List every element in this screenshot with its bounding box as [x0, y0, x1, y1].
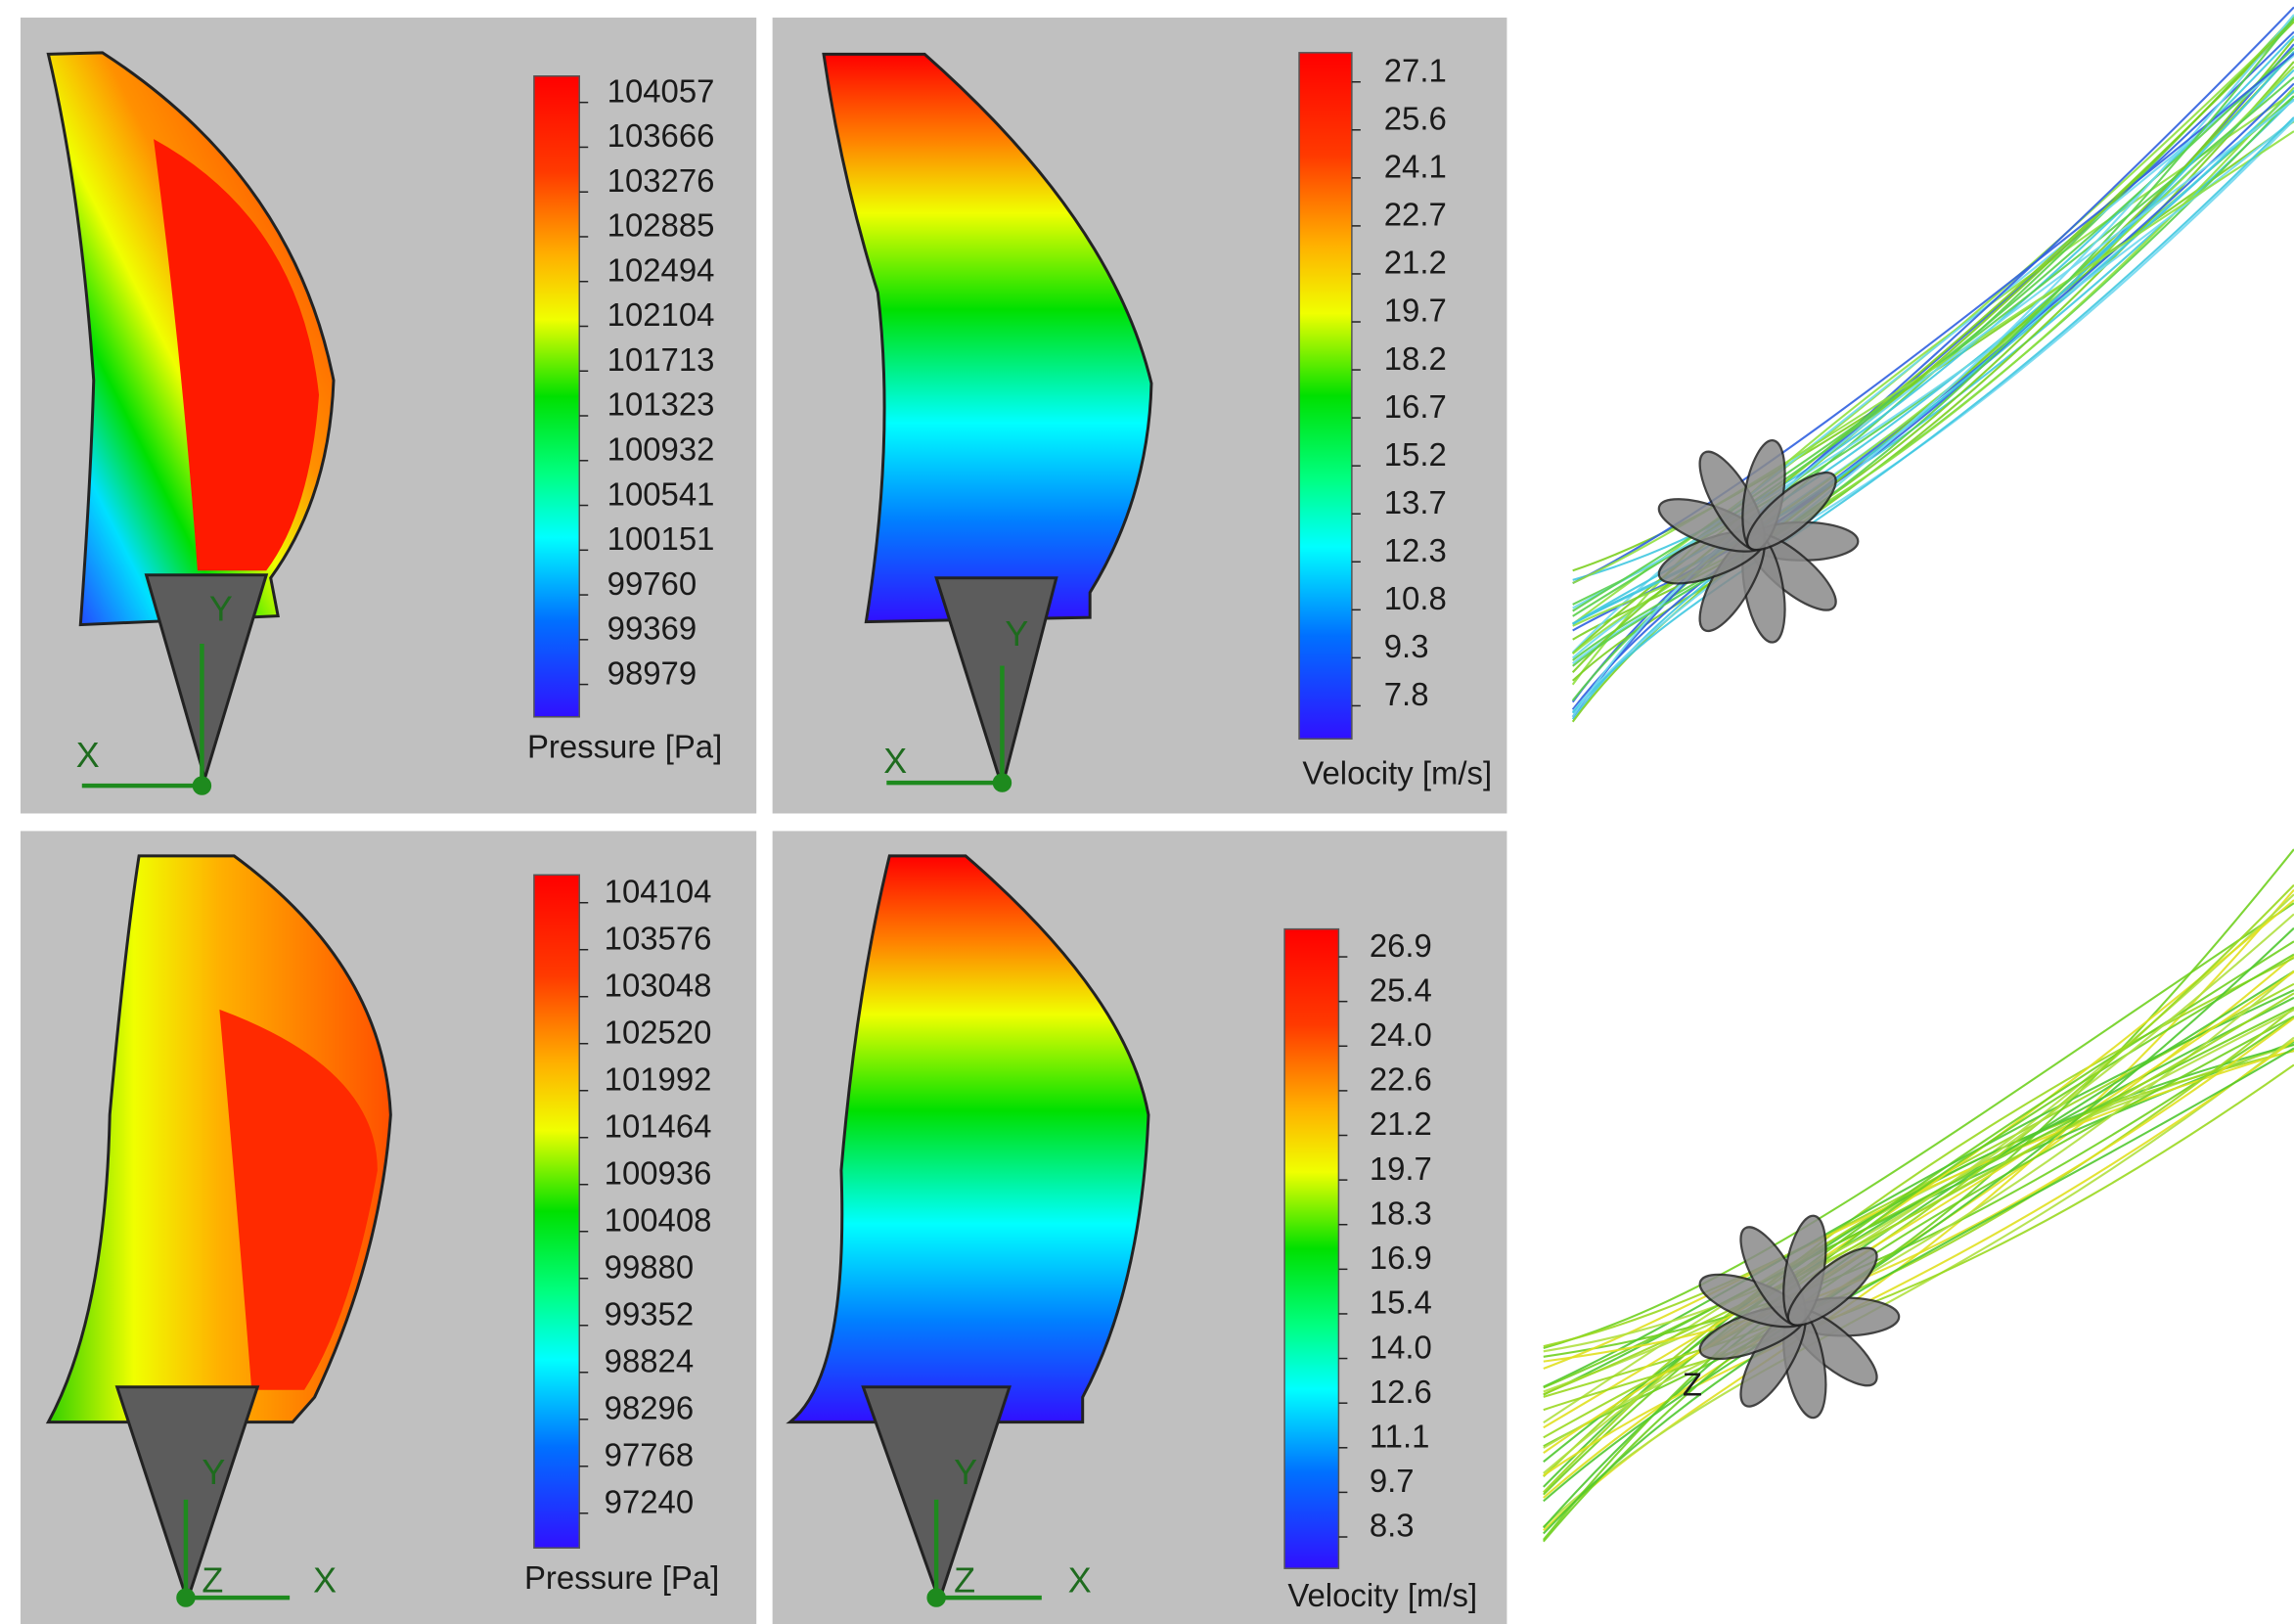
- colorbar-label: 12.6: [1370, 1374, 1432, 1410]
- colorbar-label: 98824: [605, 1342, 694, 1378]
- streamline: [1544, 984, 2294, 1346]
- colorbar-label: 13.7: [1384, 484, 1447, 520]
- colorbar-label: 104104: [605, 873, 712, 909]
- colorbar: [534, 875, 579, 1548]
- colorbar-label: 99760: [607, 565, 697, 602]
- colorbar-label: 25.6: [1384, 101, 1447, 137]
- colorbar-label: 11.1: [1370, 1419, 1430, 1455]
- colorbar-label: 22.7: [1384, 197, 1447, 233]
- axis-label: Y: [1005, 614, 1028, 654]
- axis-label: X: [76, 736, 100, 775]
- streamline: [1544, 971, 2294, 1528]
- axis-origin: [995, 776, 1010, 790]
- axis-label: Z: [954, 1561, 975, 1601]
- axis-label: Y: [202, 1453, 225, 1492]
- axis-label: X: [1068, 1561, 1092, 1601]
- streamline: [1573, 21, 2294, 624]
- axis-origin: [178, 1591, 193, 1605]
- colorbar-label: 101323: [607, 386, 715, 423]
- colorbar: [534, 76, 579, 717]
- colorbar-title: Pressure [Pa]: [524, 1559, 719, 1596]
- colorbar-label: 27.1: [1384, 52, 1447, 88]
- colorbar-label: 100151: [607, 520, 715, 557]
- streamline: [1573, 52, 2294, 624]
- colorbar-label: 103276: [607, 162, 715, 199]
- colorbar-label: 98979: [607, 654, 697, 691]
- colorbar-label: 24.0: [1370, 1016, 1432, 1053]
- colorbar-label: 100932: [607, 430, 715, 467]
- colorbar-label: 19.7: [1370, 1150, 1432, 1187]
- colorbar-label: 102104: [607, 296, 715, 333]
- colorbar: [1299, 53, 1352, 739]
- colorbar-label: 24.1: [1384, 149, 1447, 185]
- colorbar-label: 98296: [605, 1389, 694, 1425]
- colorbar-label: 25.4: [1370, 971, 1432, 1008]
- colorbar-label: 14.0: [1370, 1329, 1432, 1365]
- colorbar-label: 104057: [607, 72, 715, 109]
- colorbar-label: 18.2: [1384, 340, 1447, 377]
- colorbar-label: 100541: [607, 475, 715, 512]
- streamline: [1544, 903, 2294, 1348]
- colorbar-label: 12.3: [1384, 532, 1447, 568]
- colorbar-label: 21.2: [1384, 245, 1447, 281]
- colorbar-label: 99880: [605, 1248, 694, 1285]
- colorbar-label: 10.8: [1384, 580, 1447, 616]
- colorbar-label: 99369: [607, 610, 697, 647]
- axis-origin: [195, 779, 209, 793]
- colorbar-label: 100408: [605, 1201, 712, 1238]
- streamline: [1544, 894, 2294, 1391]
- colorbar-label: 15.4: [1370, 1285, 1432, 1321]
- colorbar-label: 101713: [607, 341, 715, 378]
- colorbar-label: 16.9: [1370, 1240, 1432, 1276]
- colorbar-title: Velocity [m/s]: [1302, 754, 1492, 790]
- colorbar-label: 102885: [607, 207, 715, 244]
- colorbar-label: 9.3: [1384, 628, 1429, 664]
- colorbar-label: 8.3: [1370, 1508, 1415, 1544]
- axis-label: Z: [1683, 1366, 1702, 1402]
- axis-label: X: [883, 742, 907, 781]
- figure: 104057 103666 103276 102885 102494 102104 1017…: [0, 0, 2294, 1624]
- colorbar-label: 99352: [605, 1295, 694, 1331]
- colorbar-label: 103048: [605, 967, 712, 1003]
- colorbar-label: 102494: [607, 251, 715, 288]
- colorbar-label: 101464: [605, 1107, 712, 1144]
- colorbar-label: 100936: [605, 1154, 712, 1191]
- colorbar-title: Pressure [Pa]: [527, 728, 722, 764]
- colorbar: [1284, 929, 1338, 1569]
- axis-label: Y: [954, 1453, 977, 1492]
- colorbar-title: Velocity [m/s]: [1287, 1577, 1477, 1613]
- axis-label: Z: [202, 1561, 223, 1601]
- colorbar-label: 16.7: [1384, 388, 1447, 425]
- colorbar-label: 103576: [605, 920, 712, 956]
- colorbar-label: 21.2: [1370, 1105, 1432, 1142]
- colorbar-label: 15.2: [1384, 436, 1447, 473]
- streamline: [1544, 885, 2294, 1438]
- axis-label: Y: [209, 590, 233, 629]
- colorbar-label: 18.3: [1370, 1195, 1432, 1231]
- colorbar-label: 22.6: [1370, 1061, 1432, 1098]
- colorbar-label: 97240: [605, 1484, 694, 1520]
- colorbar-label: 101992: [605, 1060, 712, 1097]
- colorbar-label: 26.9: [1370, 927, 1432, 964]
- colorbar-label: 102520: [605, 1014, 712, 1050]
- streamline: [1573, 52, 2294, 721]
- axis-label: X: [313, 1561, 337, 1601]
- streamline: [1573, 17, 2294, 701]
- colorbar-label: 7.8: [1384, 676, 1429, 712]
- axis-origin: [929, 1591, 944, 1605]
- streamline: [1544, 1045, 2294, 1487]
- streamline: [1544, 849, 2294, 1446]
- colorbar-label: 97768: [605, 1437, 694, 1473]
- streamline: [1573, 83, 2294, 709]
- colorbar-label: 103666: [607, 117, 715, 154]
- colorbar-label: 19.7: [1384, 293, 1447, 329]
- streamline-view: Z: [1544, 7, 2294, 1541]
- colorbar-label: 9.7: [1370, 1463, 1415, 1499]
- page: {"panels": [ {"legend": {"labels": ["104…: [0, 0, 2294, 1624]
